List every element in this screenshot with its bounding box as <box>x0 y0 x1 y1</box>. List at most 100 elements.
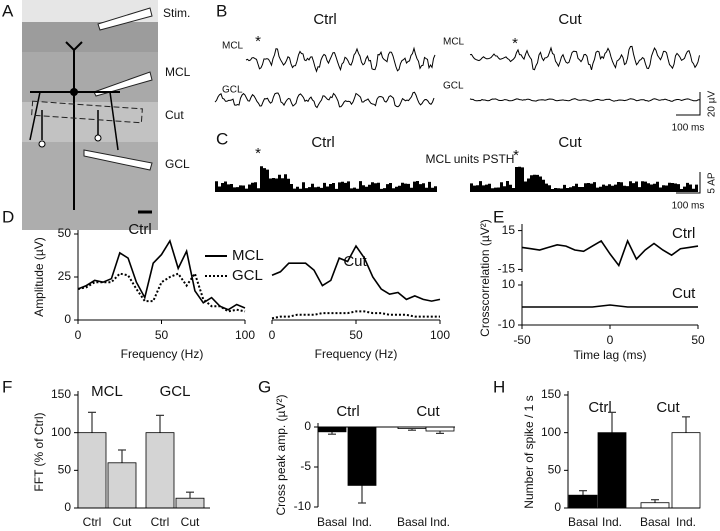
x-tick-label: Ctrl <box>151 515 170 529</box>
series-label: Ctrl <box>672 225 695 242</box>
x-axis-label: Frequency (Hz) <box>121 347 204 361</box>
x-axis-label: Time lag (ms) <box>574 348 647 362</box>
y-tick-label: -10 <box>294 499 312 513</box>
bar <box>317 426 347 433</box>
x-tick-label: Ind. <box>352 515 372 529</box>
raw-trace <box>214 91 435 109</box>
raw-trace <box>469 98 700 102</box>
group-label: Ctrl <box>336 403 359 420</box>
y-tick-label: 10 <box>502 277 516 291</box>
y-axis-label: Amplitude (µV) <box>32 237 46 317</box>
bar <box>597 432 627 509</box>
y-axis-label: Number of spike / 1 s <box>522 395 536 508</box>
psth-histogram <box>215 166 437 192</box>
x-tick-label: 100 <box>235 328 255 342</box>
y-tick-label: 100 <box>541 425 561 439</box>
x-tick-label: -50 <box>513 333 531 347</box>
scale-bar <box>676 172 701 194</box>
series-line <box>77 271 246 313</box>
y-tick-label: 50 <box>58 463 72 477</box>
y-tick-label: 0 <box>304 419 311 433</box>
panel-letter: C <box>216 129 228 148</box>
y-tick-label: -15 <box>498 262 516 276</box>
asterisk: * <box>512 35 518 52</box>
series-line <box>522 304 698 308</box>
condition-label: Ctrl <box>313 11 336 28</box>
group-label: Cut <box>656 399 680 416</box>
x-tick-label: 50 <box>691 333 705 347</box>
chart-title: Ctrl <box>128 221 151 238</box>
x-tick-label: 50 <box>155 328 169 342</box>
y-tick-label: 0 <box>64 312 71 326</box>
y-axis-label: Crosscorrelation (µV²) <box>478 219 492 337</box>
raw-trace <box>245 46 436 73</box>
asterisk: * <box>255 145 261 162</box>
y-tick-label: 100 <box>51 425 71 439</box>
group-label: Ctrl <box>588 399 611 416</box>
y-tick-label: -5 <box>300 459 311 473</box>
scale-bar <box>676 92 701 116</box>
series-line <box>271 310 440 320</box>
x-tick-label: Basal <box>397 515 427 529</box>
y-tick-label: 15 <box>502 223 516 237</box>
panel-letter: A <box>2 1 14 20</box>
y-tick-label: 0 <box>64 500 71 514</box>
y-tick-label: 50 <box>548 463 562 477</box>
group-label: MCL <box>91 383 123 400</box>
x-tick-label: Cut <box>113 515 132 529</box>
x-tick-label: Ind. <box>430 515 450 529</box>
series-line <box>521 238 699 268</box>
trace-label: MCL <box>443 37 465 48</box>
bar <box>145 432 175 509</box>
x-tick-label: Basal <box>640 515 670 529</box>
raw-trace <box>469 45 700 71</box>
image-label: Cut <box>165 108 184 122</box>
asterisk: * <box>513 147 519 164</box>
x-axis-label: Frequency (Hz) <box>315 347 398 361</box>
condition-label: Cut <box>558 134 582 151</box>
image-label: Stim. <box>163 6 190 20</box>
image-label: MCL <box>165 65 191 79</box>
legend-label: GCL <box>232 267 263 284</box>
y-tick-label: 50 <box>58 226 72 240</box>
panel-letter: G <box>258 377 271 396</box>
panel-letter: E <box>493 207 504 226</box>
bar <box>347 426 377 486</box>
scale-label: 20 µV <box>707 91 718 118</box>
bar <box>671 432 701 509</box>
bar <box>425 426 455 432</box>
group-label: GCL <box>160 383 191 400</box>
series-line <box>77 238 246 311</box>
y-tick-label: 0 <box>554 500 561 514</box>
y-tick-label: -10 <box>498 317 516 331</box>
x-tick-label: 0 <box>75 328 82 342</box>
trace-label: MCL <box>222 41 244 52</box>
bar <box>77 432 107 509</box>
bar <box>107 462 137 509</box>
asterisk: * <box>255 33 261 50</box>
condition-label: Ctrl <box>311 134 334 151</box>
bar <box>175 497 205 509</box>
series-label: Cut <box>672 285 696 302</box>
x-tick-label: 0 <box>607 333 614 347</box>
group-label: Cut <box>416 403 440 420</box>
trace-label: GCL <box>443 81 464 92</box>
bar <box>568 494 598 509</box>
y-tick-label: 150 <box>541 387 561 401</box>
condition-label: Cut <box>558 11 582 28</box>
y-tick-label: 150 <box>51 387 71 401</box>
scale-label: 100 ms <box>672 201 705 212</box>
trace-label: GCL <box>222 85 243 96</box>
panel-letter: D <box>2 207 14 226</box>
histology-image <box>22 0 158 230</box>
x-tick-label: 100 <box>430 328 450 342</box>
x-tick-label: Ctrl <box>83 515 102 529</box>
x-tick-label: Ind. <box>676 515 696 529</box>
y-axis-label: FFT (% of Ctrl) <box>32 412 46 491</box>
panel-letter: H <box>493 377 505 396</box>
x-tick-label: 50 <box>349 328 363 342</box>
bar <box>640 502 670 509</box>
psth-histogram <box>470 166 698 192</box>
scale-label: 5 AP <box>707 172 718 193</box>
